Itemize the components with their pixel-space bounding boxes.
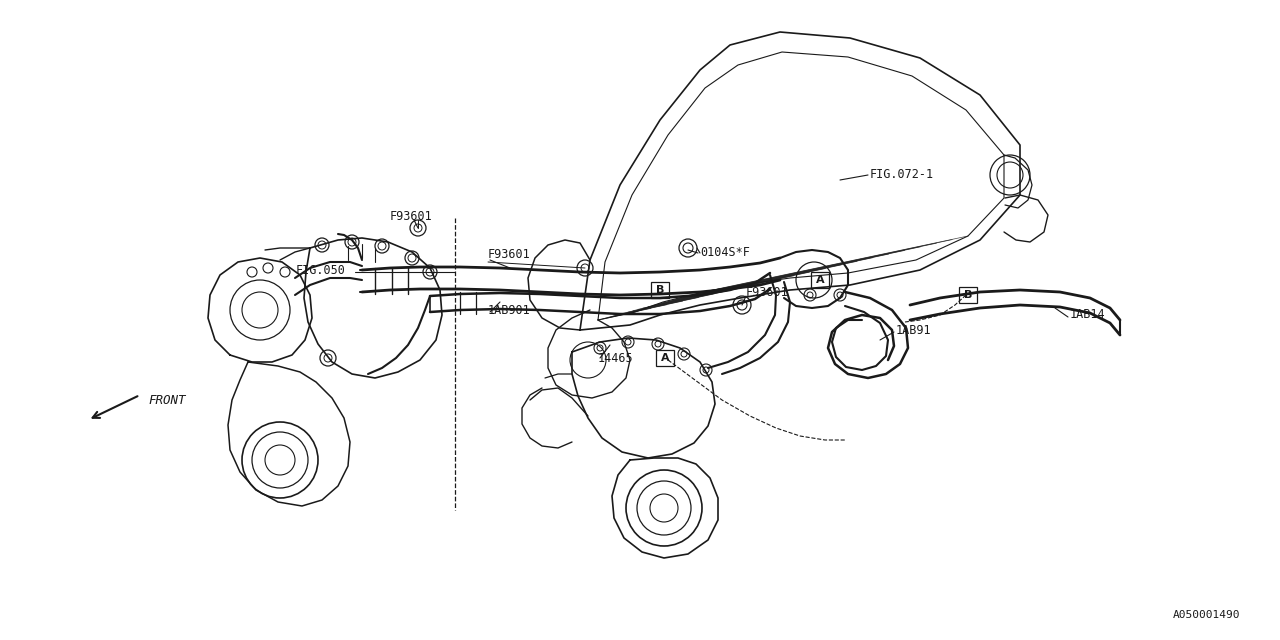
Text: 14465: 14465 [598,351,634,365]
Text: A: A [815,275,824,285]
Text: 1AB901: 1AB901 [488,303,531,317]
Bar [657,350,675,366]
Text: F93601: F93601 [746,285,788,298]
Text: 1AB14: 1AB14 [1070,308,1106,321]
Text: 1AB91: 1AB91 [896,323,932,337]
Bar [812,272,829,288]
Text: A050001490: A050001490 [1172,610,1240,620]
Text: FRONT: FRONT [148,394,186,406]
Text: B: B [655,285,664,295]
Text: F93601: F93601 [390,211,433,223]
Bar [652,282,669,298]
Text: FIG.050: FIG.050 [296,264,346,276]
Text: FIG.072-1: FIG.072-1 [870,168,934,182]
Text: 0104S*F: 0104S*F [700,246,750,259]
Text: B: B [964,290,973,300]
Text: F93601: F93601 [488,248,531,262]
Text: A: A [660,353,669,363]
Bar [959,287,977,303]
